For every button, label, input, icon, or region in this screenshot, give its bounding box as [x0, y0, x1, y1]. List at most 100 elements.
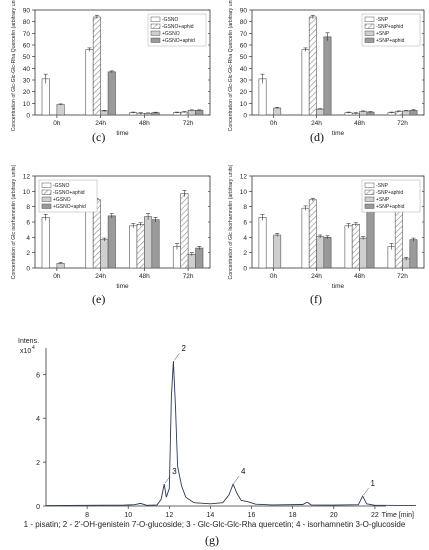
y-tick-label: 0	[26, 113, 30, 120]
bar	[323, 36, 332, 116]
y-tick-label: 0	[243, 113, 247, 120]
y-tick-label: 4	[36, 416, 40, 423]
y-tick-label: 6	[243, 220, 247, 227]
bar	[172, 246, 181, 269]
chart-panel-c: 0 10 20 30 40 50 60 70 80 90 Concentration of Glc-…	[11, 0, 211, 137]
bar	[41, 217, 50, 269]
x-tick-label: 0h	[53, 273, 61, 280]
legend-label: +SNP	[376, 197, 390, 203]
bar	[409, 239, 418, 269]
bar	[301, 207, 310, 269]
y-tick-label: 0	[26, 266, 30, 273]
peak-leader	[233, 475, 240, 484]
x-tick-label: 72h	[397, 273, 408, 280]
legend-swatch	[364, 196, 375, 202]
x-tick-label: 12	[165, 512, 173, 519]
legend-swatch	[364, 16, 375, 22]
legend-label: -GSNO+aphid	[53, 190, 85, 196]
y-tick-label: 50	[240, 54, 248, 61]
legend-swatch	[364, 189, 375, 195]
y-tick-label: 50	[23, 54, 31, 61]
bar	[273, 107, 282, 116]
x-tick-label: 0h	[53, 120, 61, 127]
x-axis-label: Time [min]	[382, 512, 414, 519]
y-tick-label: 8	[26, 204, 30, 211]
y-tick-label: 2	[26, 250, 30, 257]
x-tick-label: 48h	[139, 273, 150, 280]
panel-label-c: (c)	[92, 130, 106, 144]
y-axis-label: Concentration of Glc Isorhamnetin (arbit…	[228, 164, 234, 279]
legend-label: -SNP+aphid	[376, 190, 403, 196]
y-tick-label: 8	[243, 204, 247, 211]
x-tick-label: 24h	[95, 120, 106, 127]
x-tick-label: 48h	[354, 120, 365, 127]
bar	[41, 78, 50, 116]
peak-label: 1	[371, 479, 376, 488]
bar	[316, 236, 325, 269]
legend-label: -SNP	[376, 183, 389, 189]
y-tick-label: 80	[23, 19, 31, 26]
bar	[144, 216, 153, 269]
x-tick-label: 10	[124, 512, 132, 519]
y-axis-label: Intens.	[18, 338, 39, 345]
bar	[359, 237, 368, 269]
chart-panel-f: 0 2 4 6 8 10 12 Concentration of Glc Isorhamnet…	[228, 164, 425, 290]
x-tick-label: 18	[289, 512, 297, 519]
y-multiplier-exponent: 4	[32, 345, 35, 351]
chart-panel-e: 0 2 4 6 8 10 12 Concentration of Glc isorhamnet…	[11, 164, 211, 290]
y-multiplier-label: x10	[20, 348, 31, 355]
panel-label-f: (f)	[310, 292, 322, 306]
legend-swatch	[364, 203, 375, 209]
legend-label: +GSNO+aphid	[53, 204, 86, 210]
y-tick-label: 6	[36, 372, 40, 379]
legend-swatch	[41, 196, 52, 202]
bar	[387, 246, 396, 269]
x-tick-label: 0h	[270, 120, 278, 127]
y-axis-label: Concentration of Glc isorhamnetin (arbit…	[11, 164, 17, 279]
legend-swatch	[364, 30, 375, 36]
legend-swatch	[41, 182, 52, 188]
bar	[92, 16, 101, 116]
legend-swatch	[150, 23, 161, 29]
chromatogram-trace	[45, 361, 417, 507]
y-tick-label: 10	[23, 101, 31, 108]
peak-leader	[174, 353, 180, 361]
x-tick-label: 0h	[270, 273, 278, 280]
bar	[107, 71, 116, 116]
x-tick-label: 24h	[311, 273, 322, 280]
legend-swatch	[41, 189, 52, 195]
y-tick-label: 80	[240, 19, 248, 26]
peak-leader	[363, 487, 369, 496]
y-tick-label: 40	[23, 66, 31, 73]
y-axis-label: Concentration of Glc-Glc-Glc-Rha Quercet…	[228, 0, 234, 131]
y-tick-label: 30	[23, 78, 31, 85]
legend-swatch	[150, 30, 161, 36]
plot-frame	[251, 9, 425, 116]
bar	[187, 110, 196, 116]
panel-label-e: (e)	[92, 292, 106, 306]
y-tick-label: 20	[240, 89, 248, 96]
bar	[308, 16, 317, 116]
bar	[323, 237, 332, 269]
x-axis-label: time	[332, 283, 345, 290]
x-tick-label: 20	[330, 512, 338, 519]
bar	[308, 199, 317, 269]
legend-label: -GSNO	[53, 183, 70, 189]
x-tick-label: 14	[207, 512, 215, 519]
y-tick-label: 2	[36, 460, 40, 467]
x-tick-label: 16	[248, 512, 256, 519]
legend-swatch	[150, 16, 161, 22]
bar	[195, 247, 204, 269]
panel-label-g: (g)	[205, 533, 219, 547]
x-axis-label: time	[116, 130, 129, 137]
legend-label: +GSNO+aphid	[162, 38, 195, 44]
x-tick-label: 48h	[139, 120, 150, 127]
peak-leader	[164, 475, 171, 484]
panel-label-d: (d)	[310, 130, 324, 144]
bar	[136, 224, 145, 269]
peak-label: 2	[181, 344, 186, 353]
bar	[258, 78, 267, 116]
legend-label: -GSNO	[162, 17, 179, 23]
x-tick-label: 22	[371, 512, 379, 519]
